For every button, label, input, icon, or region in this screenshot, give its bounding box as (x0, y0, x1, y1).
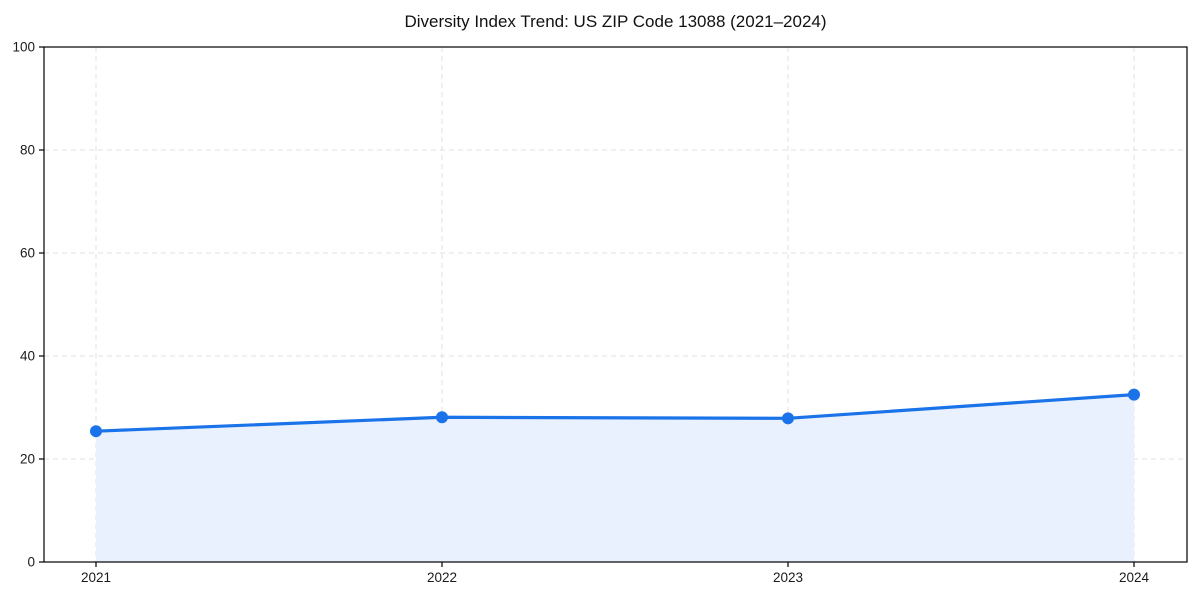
series-area-fill (96, 394, 1134, 562)
y-axis-tick-label: 100 (12, 40, 35, 55)
y-axis-tick-label: 60 (20, 246, 35, 261)
y-axis-tick-label: 80 (20, 143, 35, 158)
series-line (94, 393, 1136, 433)
plot-border (43, 46, 1188, 563)
x-axis-tick-label: 2021 (81, 570, 111, 585)
area-fill (96, 394, 1134, 562)
x-axis-tick-label: 2024 (1119, 570, 1150, 585)
data-point-marker (782, 412, 794, 425)
y-axis-tick-label: 0 (27, 555, 35, 570)
x-axis-tick-label: 2023 (773, 570, 803, 585)
data-point-marker (1128, 388, 1140, 401)
data-points (90, 388, 1140, 438)
y-axis-tick-label: 20 (20, 452, 35, 467)
axis-ticks (39, 46, 1135, 567)
line-series (94, 393, 1136, 433)
axes-spines (43, 46, 1188, 563)
x-axis-tick-label: 2022 (427, 570, 457, 585)
chart-title: Diversity Index Trend: US ZIP Code 13088… (404, 12, 827, 31)
tick-labels: 0 20 40 60 80 100 2021 2022 2023 2024 (12, 40, 1149, 586)
y-axis-tick-label: 40 (20, 349, 35, 364)
data-point-marker (90, 425, 102, 438)
data-point-marker (436, 411, 448, 424)
